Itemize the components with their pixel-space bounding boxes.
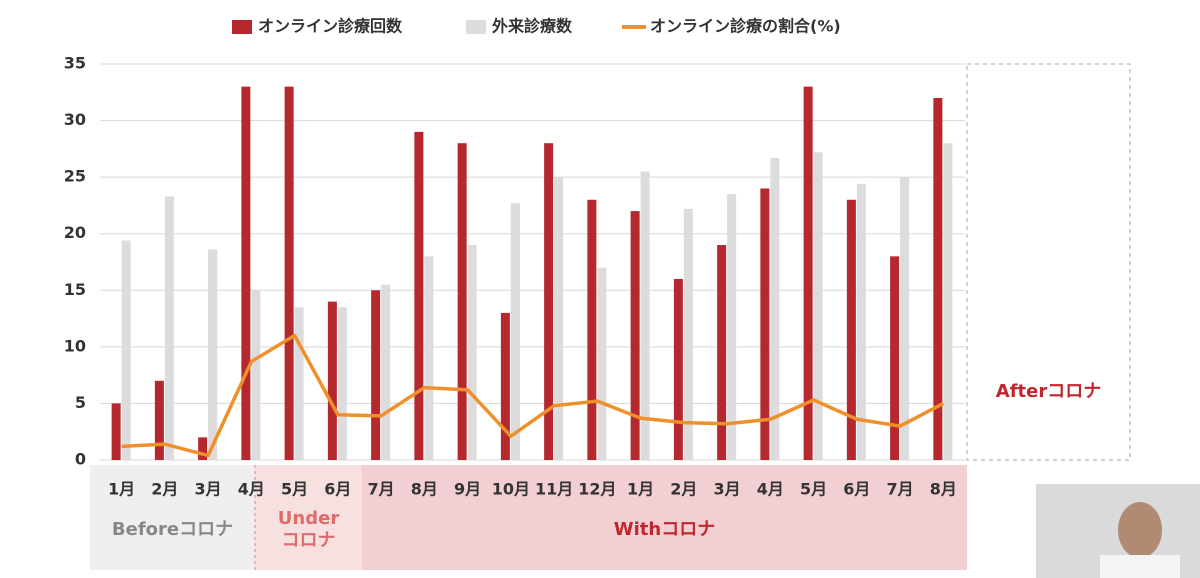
x-tick-label: 11月 xyxy=(535,480,573,499)
legend-swatch xyxy=(232,20,252,34)
bar xyxy=(683,208,693,460)
x-tick-label: 5月 xyxy=(281,480,308,499)
x-tick-label: 10月 xyxy=(492,480,530,499)
bar xyxy=(510,203,520,460)
bar xyxy=(208,249,218,460)
bar xyxy=(327,301,337,460)
legend-label: 外来診療数 xyxy=(491,17,573,36)
x-tick-label: 6月 xyxy=(843,480,870,499)
bar xyxy=(337,307,347,460)
after-box xyxy=(966,63,1131,461)
x-tick-label: 3月 xyxy=(714,480,741,499)
bar xyxy=(414,131,424,460)
bar xyxy=(457,143,467,460)
x-tick-label: 5月 xyxy=(800,480,827,499)
bar xyxy=(630,211,640,460)
bar xyxy=(813,152,823,460)
bar xyxy=(717,245,727,460)
bar xyxy=(846,199,856,460)
x-tick-label: 2月 xyxy=(151,480,178,499)
bar xyxy=(424,256,434,460)
bar xyxy=(803,86,813,460)
bar xyxy=(933,97,943,460)
x-tick-label: 12月 xyxy=(578,480,616,499)
bar xyxy=(198,437,208,460)
y-tick-label: 35 xyxy=(64,54,86,73)
bar xyxy=(111,403,121,460)
y-tick-label: 25 xyxy=(64,167,86,186)
line-series xyxy=(121,333,945,458)
y-tick-label: 5 xyxy=(75,393,86,412)
x-tick-label: 2月 xyxy=(670,480,697,499)
period-label: Afterコロナ xyxy=(995,381,1102,402)
bar xyxy=(241,86,251,460)
bar xyxy=(121,240,131,460)
bar xyxy=(943,143,953,460)
x-tick-label: 4月 xyxy=(757,480,784,499)
bar xyxy=(727,194,737,460)
legend-label: オンライン診療の割合(%) xyxy=(650,17,841,36)
bar xyxy=(371,290,381,460)
period-band xyxy=(255,465,362,570)
bar xyxy=(587,199,597,460)
bar xyxy=(597,267,607,460)
bar xyxy=(890,256,900,460)
bar xyxy=(164,196,174,460)
y-tick-label: 20 xyxy=(64,223,86,242)
bar xyxy=(500,312,510,460)
bar xyxy=(284,86,294,460)
x-tick-label: 1月 xyxy=(627,480,654,499)
bar xyxy=(760,188,770,460)
legend-swatch xyxy=(466,20,486,34)
bar xyxy=(251,290,261,460)
webcam-person-body xyxy=(1100,555,1180,578)
x-tick-label: 6月 xyxy=(324,480,351,499)
period-label: Under コロナ xyxy=(277,508,340,551)
bar xyxy=(856,183,866,460)
y-tick-label: 0 xyxy=(75,450,86,469)
legend-label: オンライン診療回数 xyxy=(258,17,403,36)
bar xyxy=(154,380,164,460)
period-band xyxy=(90,465,255,570)
x-tick-label: 4月 xyxy=(238,480,265,499)
period-label: Withコロナ xyxy=(613,519,716,540)
x-tick-label: 9月 xyxy=(454,480,481,499)
x-tick-label: 1月 xyxy=(108,480,135,499)
bar xyxy=(544,143,554,460)
bar xyxy=(900,177,910,460)
x-tick-label: 8月 xyxy=(930,480,957,499)
y-tick-label: 30 xyxy=(64,110,86,129)
x-tick-label: 7月 xyxy=(368,480,395,499)
period-band xyxy=(362,465,967,570)
bar xyxy=(554,177,564,460)
webcam-person xyxy=(1118,502,1162,558)
x-tick-label: 8月 xyxy=(411,480,438,499)
y-tick-label: 10 xyxy=(64,336,86,355)
bar xyxy=(294,307,304,460)
x-tick-label: 3月 xyxy=(195,480,222,499)
bar xyxy=(770,157,780,460)
bar xyxy=(640,171,650,460)
bar xyxy=(467,245,477,460)
bar xyxy=(381,284,391,460)
bar xyxy=(673,278,683,460)
y-tick-label: 15 xyxy=(64,280,86,299)
period-label: Beforeコロナ xyxy=(111,519,234,540)
x-tick-label: 7月 xyxy=(887,480,914,499)
